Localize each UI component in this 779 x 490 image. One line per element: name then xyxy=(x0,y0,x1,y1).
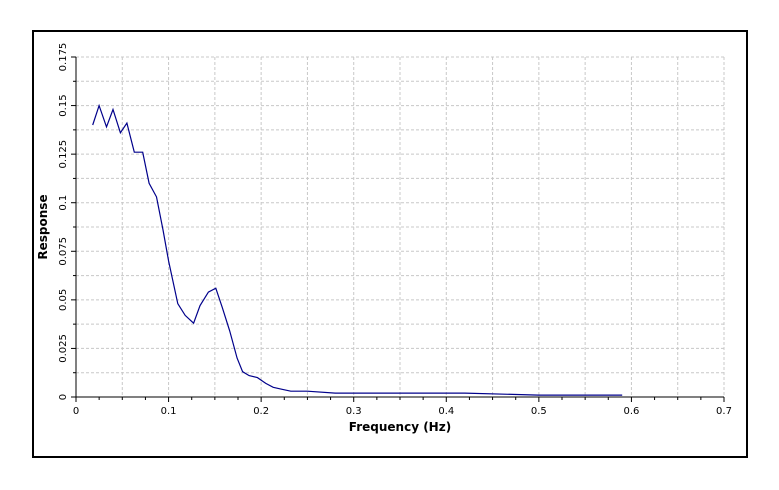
x-tick-label: 0.1 xyxy=(161,406,177,417)
x-tick-label: 0.4 xyxy=(438,406,454,417)
y-tick-label: 0.125 xyxy=(58,140,69,169)
x-axis-title: Frequency (Hz) xyxy=(349,420,451,434)
x-tick-label: 0.5 xyxy=(531,406,547,417)
x-tick-label: 0.7 xyxy=(716,406,732,417)
series-layer xyxy=(92,103,623,396)
y-tick-labels: 0 0.025 0.05 0.075 0.1 0.125 0.15 0.175 xyxy=(58,43,69,401)
response-series-line xyxy=(92,103,623,396)
x-tick-label: 0.6 xyxy=(623,406,639,417)
y-tick-label: 0 xyxy=(58,394,69,400)
line-chart: 0 0.1 0.2 0.3 0.4 0.5 0.6 0.7 0 0.025 0.05 0.075 0.… xyxy=(36,43,732,434)
y-tick-label: 0.15 xyxy=(58,94,69,116)
y-tick-label: 0.175 xyxy=(58,43,69,72)
chart-frame: 0 0.1 0.2 0.3 0.4 0.5 0.6 0.7 0 0.025 0.05 0.075 0.… xyxy=(32,30,748,458)
x-tick-label: 0.2 xyxy=(253,406,269,417)
tick-marks xyxy=(71,56,725,402)
y-tick-label: 0.025 xyxy=(58,334,69,363)
x-tick-labels: 0 0.1 0.2 0.3 0.4 0.5 0.6 0.7 xyxy=(73,406,732,417)
y-tick-label: 0.05 xyxy=(58,289,69,311)
grid-lines xyxy=(76,56,725,397)
y-tick-label: 0.075 xyxy=(58,237,69,266)
x-tick-label: 0.3 xyxy=(346,406,362,417)
y-axis-title: Response xyxy=(36,194,50,259)
x-tick-label: 0 xyxy=(73,406,79,417)
y-tick-label: 0.1 xyxy=(58,195,69,211)
